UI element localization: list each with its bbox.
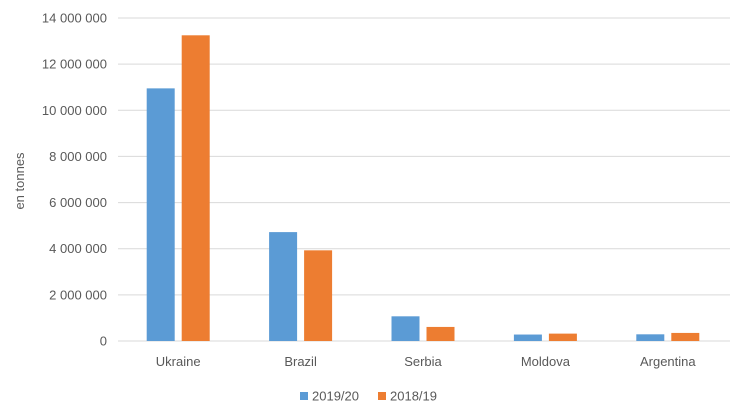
bar-argentina-2019-20 <box>636 334 665 341</box>
category-label: Brazil <box>284 354 317 369</box>
bar-moldova-2019-20 <box>513 334 542 341</box>
bar-ukraine-2019-20 <box>146 88 175 341</box>
bar-serbia-2018-19 <box>426 326 455 341</box>
y-tick-label: 8 000 000 <box>49 149 107 164</box>
bar-brazil-2018-19 <box>304 250 333 341</box>
y-tick-label: 6 000 000 <box>49 195 107 210</box>
y-tick-label: 14 000 000 <box>42 11 107 26</box>
legend-label: 2019/20 <box>312 389 359 404</box>
y-tick-label: 10 000 000 <box>42 103 107 118</box>
category-label: Moldova <box>521 354 571 369</box>
legend-swatch <box>378 392 386 400</box>
category-label: Serbia <box>404 354 442 369</box>
legend: 2019/20 2018/19 <box>300 389 437 404</box>
y-tick-label: 12 000 000 <box>42 57 107 72</box>
y-tick-label: 0 <box>100 334 107 349</box>
legend-label: 2018/19 <box>390 389 437 404</box>
y-tick-labels: 0 2 000 000 4 000 000 6 000 000 8 000 000 10 … <box>42 11 107 349</box>
category-label: Ukraine <box>156 354 201 369</box>
y-tick-label: 2 000 000 <box>49 287 107 302</box>
category-label: Argentina <box>640 354 696 369</box>
gridlines <box>118 17 730 342</box>
bar-brazil-2019-20 <box>269 232 298 341</box>
y-tick-label: 4 000 000 <box>49 241 107 256</box>
bar-argentina-2018-19 <box>671 332 700 341</box>
bar-ukraine-2018-19 <box>181 35 210 342</box>
bars <box>146 35 700 342</box>
legend-swatch <box>300 392 308 400</box>
bar-serbia-2019-20 <box>391 316 420 341</box>
category-labels: Ukraine Brazil Serbia Moldova Argentina <box>156 354 697 369</box>
bar-moldova-2018-19 <box>548 333 577 341</box>
y-axis-label: en tonnes <box>12 152 27 210</box>
